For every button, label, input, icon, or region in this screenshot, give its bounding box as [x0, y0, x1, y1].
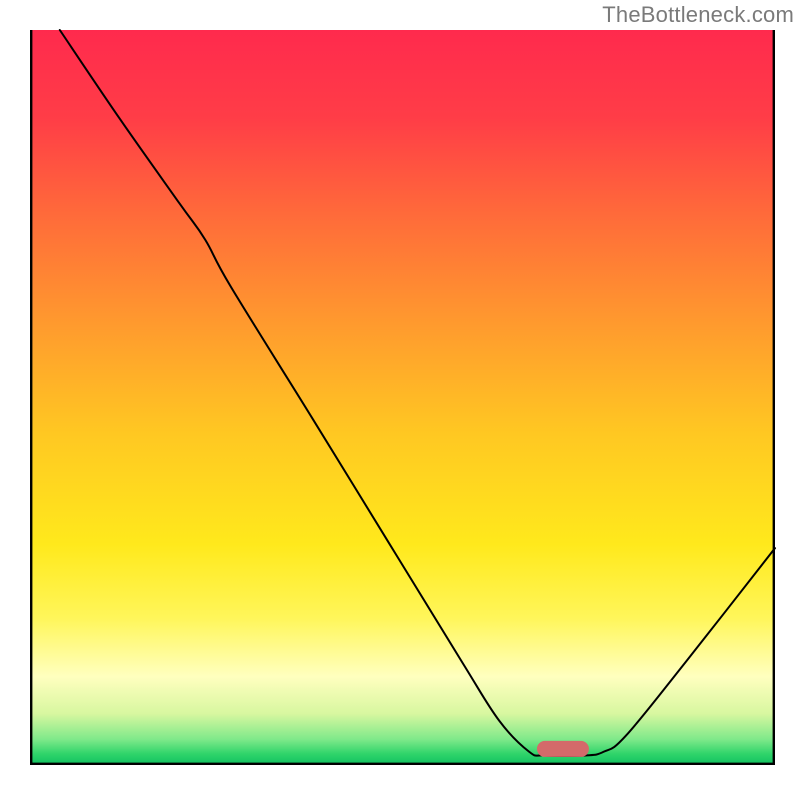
axes-path — [31, 30, 774, 764]
axes-frame — [30, 30, 775, 765]
watermark-text: TheBottleneck.com — [602, 2, 794, 28]
plot-area — [30, 30, 775, 765]
chart-canvas: TheBottleneck.com — [0, 0, 800, 800]
